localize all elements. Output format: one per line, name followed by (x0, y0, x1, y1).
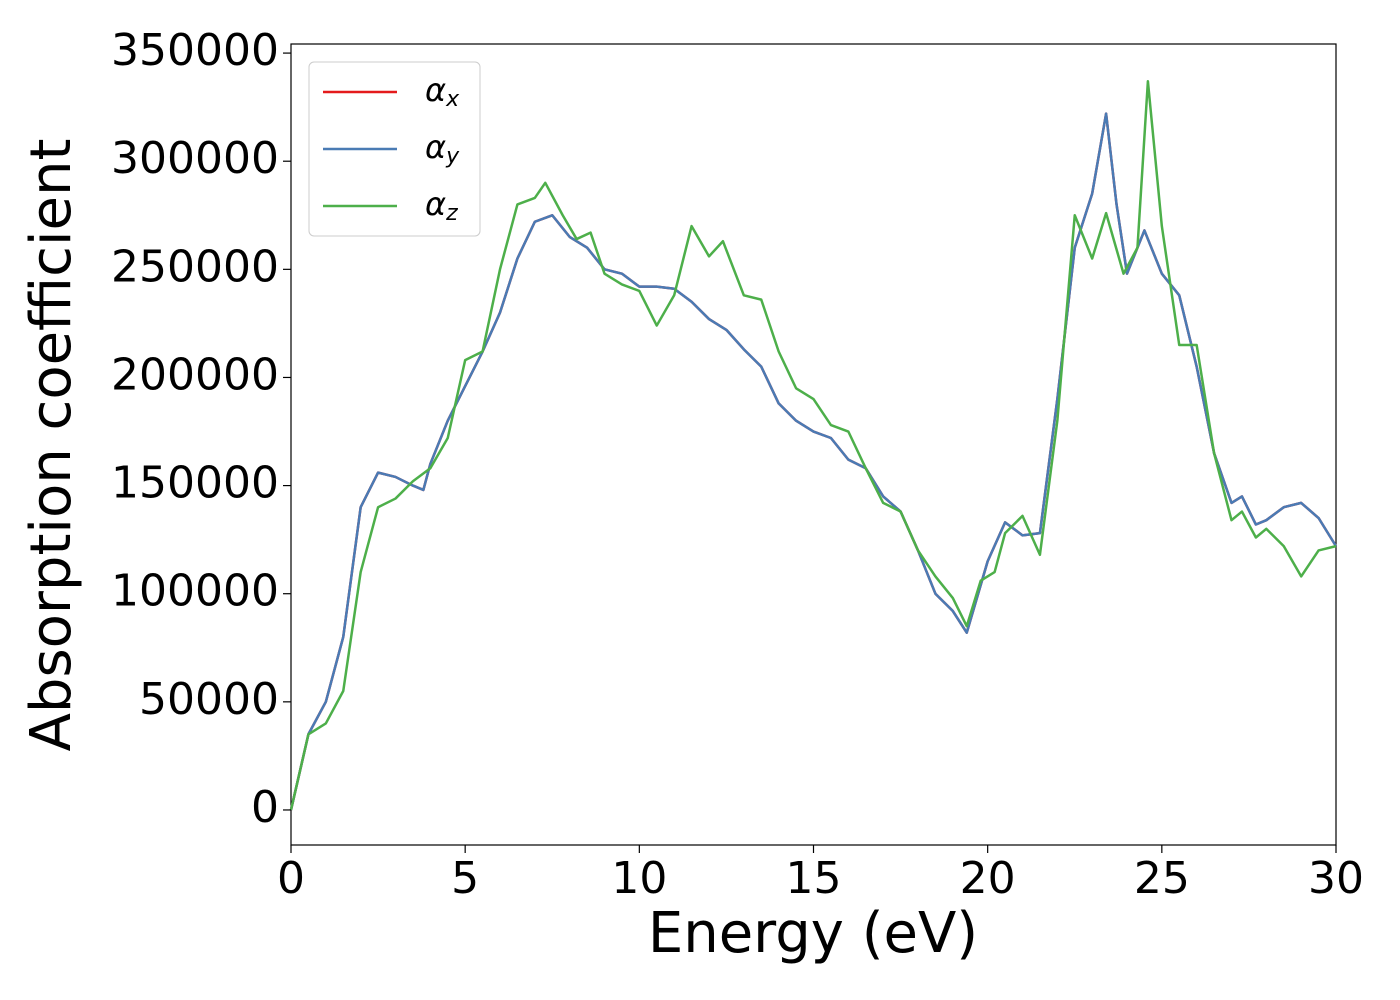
x-axis-label: Energy (eV) (648, 901, 978, 966)
x-tick-label: 10 (611, 853, 667, 904)
y-tick-label: 150000 (111, 458, 279, 509)
y-tick-label: 0 (251, 782, 279, 833)
x-tick-label: 25 (1134, 853, 1190, 904)
y-axis-label: Absorption coefficient (19, 139, 84, 752)
legend-label: αz (425, 185, 458, 226)
y-tick-label: 300000 (111, 133, 279, 184)
y-tick-label: 200000 (111, 349, 279, 400)
y-tick-label: 50000 (139, 674, 279, 725)
x-tick-label: 5 (451, 853, 479, 904)
x-tick-label: 0 (277, 853, 305, 904)
legend-label: αx (425, 71, 460, 112)
y-tick-label: 250000 (111, 241, 279, 292)
legend-label: αy (425, 128, 460, 169)
y-tick-label: 100000 (111, 566, 279, 617)
x-tick-label: 20 (960, 853, 1016, 904)
x-tick-label: 15 (786, 853, 842, 904)
lines (289, 79, 1338, 811)
x-tick-label: 30 (1308, 853, 1364, 904)
series-line (289, 79, 1337, 811)
y-tick-label: 350000 (111, 25, 279, 76)
